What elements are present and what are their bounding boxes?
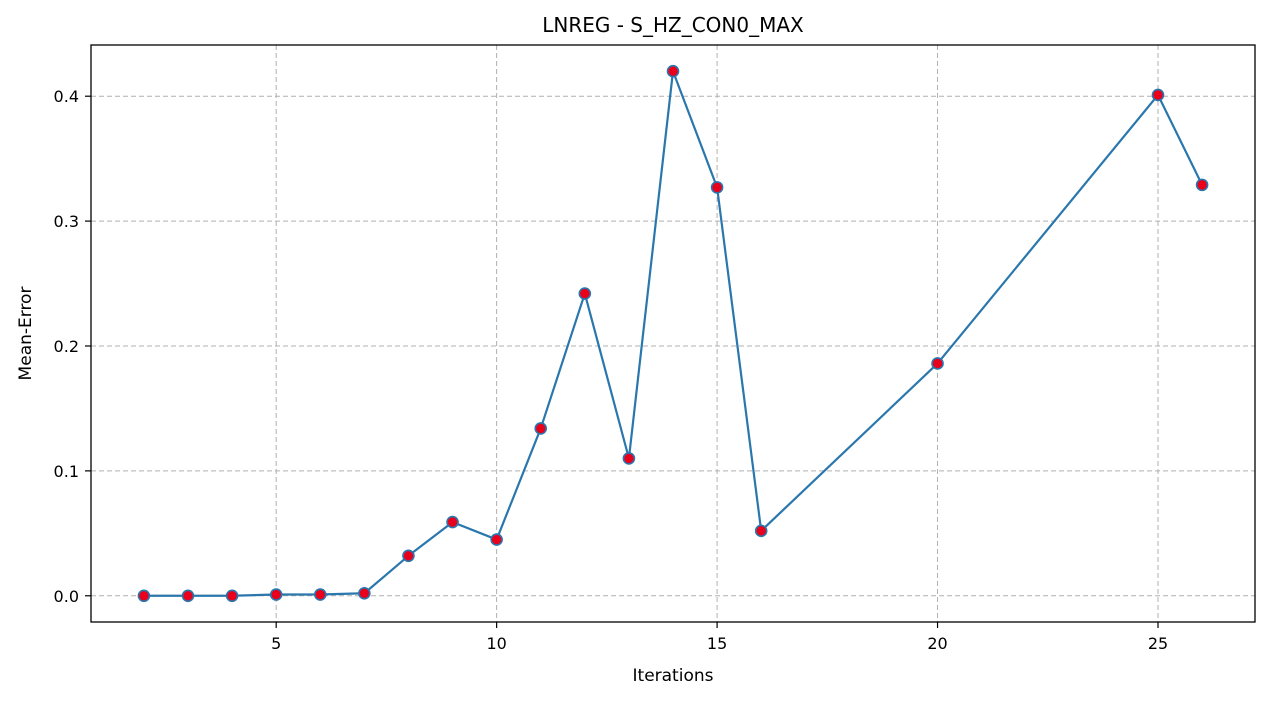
data-point — [534, 422, 548, 435]
tick-layer: 5 10 15 20 25 0.0 0.1 0.2 0.3 0.4 — [54, 87, 1169, 653]
grid — [91, 45, 1255, 622]
data-point — [137, 589, 151, 603]
data-point — [269, 588, 283, 601]
x-axis-label: Iterations — [633, 666, 714, 686]
y-tick-label: 0.1 — [54, 462, 79, 481]
y-tick-label: 0.2 — [54, 337, 79, 356]
y-tick-label: 0.3 — [54, 212, 79, 231]
data-point — [1195, 178, 1209, 192]
data-point — [181, 589, 195, 603]
data-point — [666, 64, 680, 78]
data-point — [578, 287, 592, 300]
y-tick-label: 0.0 — [54, 587, 79, 606]
marker-layer — [137, 64, 1209, 603]
y-tick-label: 0.4 — [54, 87, 79, 106]
data-point — [710, 181, 724, 194]
x-tick-label: 10 — [486, 634, 506, 653]
chart-title: LNREG - S_HZ_CON0_MAX — [542, 13, 804, 37]
data-point — [1151, 88, 1165, 102]
data-point — [313, 588, 327, 601]
data-point — [931, 357, 944, 370]
y-axis-label: Mean-Error — [16, 287, 36, 381]
data-point — [358, 586, 371, 600]
data-point — [402, 549, 415, 563]
data-point — [225, 589, 239, 603]
x-tick-label: 5 — [271, 634, 281, 653]
x-tick-label: 20 — [927, 634, 947, 653]
plot-frame — [90, 44, 1256, 623]
data-point — [754, 524, 768, 538]
data-point — [446, 515, 459, 529]
series-layer — [143, 70, 1204, 597]
data-point — [490, 533, 503, 546]
series-line — [143, 70, 1204, 597]
x-tick-label: 25 — [1148, 634, 1168, 653]
data-point — [622, 452, 636, 465]
x-tick-label: 15 — [707, 634, 727, 653]
